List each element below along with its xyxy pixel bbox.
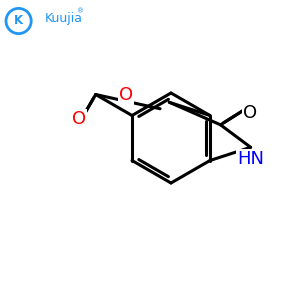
Text: ®: ®	[77, 8, 84, 14]
Text: K: K	[14, 14, 23, 28]
Text: O: O	[72, 110, 86, 128]
Text: O: O	[243, 103, 257, 122]
Text: Kuujia: Kuujia	[45, 12, 83, 25]
Text: O: O	[119, 86, 134, 104]
Text: HN: HN	[237, 150, 264, 168]
